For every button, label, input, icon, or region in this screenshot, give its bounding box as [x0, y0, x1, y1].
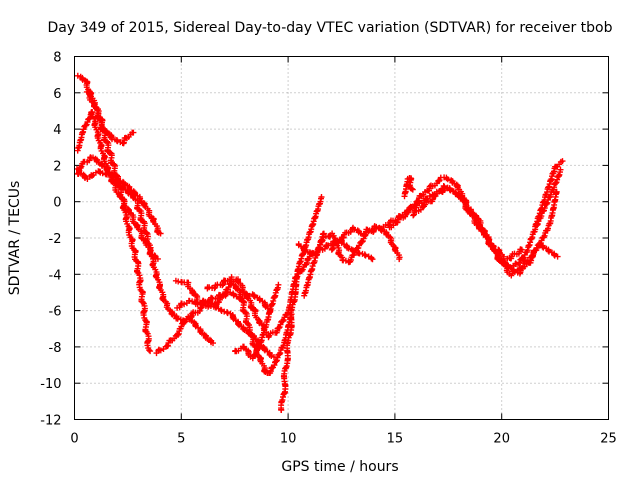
data-series-track-11 — [278, 194, 325, 413]
data-series-track-14 — [301, 230, 327, 299]
data-point-markers — [278, 194, 325, 413]
x-tick-label: 15 — [387, 432, 404, 447]
data-series-track-4 — [74, 165, 164, 237]
data-series-track-17 — [401, 175, 416, 200]
y-tick-label: -2 — [49, 232, 62, 247]
data-point-markers — [301, 230, 327, 299]
data-series-track-20 — [520, 241, 561, 267]
y-tick-label: -12 — [40, 414, 61, 429]
y-axis-label: SDTVAR / TECUs — [7, 181, 23, 296]
y-tick-label: -6 — [49, 305, 62, 320]
data-series-track-10 — [232, 281, 282, 362]
data-point-markers — [204, 274, 295, 376]
data-point-markers — [232, 281, 282, 362]
data-point-markers — [83, 88, 137, 147]
chart-title: Day 349 of 2015, Sidereal Day-to-day VTE… — [47, 20, 612, 36]
axis-ticks: 0 5 10 15 20 25 -12 -10 -8 -6 -4 -2 0 2 4 6 8 — [40, 51, 617, 447]
data-series-track-9 — [204, 274, 295, 376]
x-tick-label: 10 — [280, 432, 297, 447]
plot-border — [74, 56, 609, 420]
data-point-markers — [74, 165, 164, 237]
y-tick-label: 4 — [53, 123, 61, 138]
x-tick-label: 0 — [70, 432, 78, 447]
x-axis-label: GPS time / hours — [281, 459, 398, 475]
y-tick-label: 8 — [53, 51, 61, 66]
data-series — [74, 72, 566, 413]
data-series-track-21 — [532, 158, 566, 230]
x-tick-label: 20 — [493, 432, 510, 447]
y-tick-label: -8 — [49, 341, 62, 356]
x-tick-label: 25 — [600, 432, 617, 447]
x-tick-label: 5 — [177, 432, 185, 447]
data-series-track-5 — [83, 88, 137, 147]
data-point-markers — [520, 241, 561, 267]
data-point-markers — [401, 175, 416, 200]
y-tick-label: 0 — [53, 196, 61, 211]
data-point-markers — [532, 158, 566, 230]
y-tick-label: 2 — [53, 159, 61, 174]
y-tick-label: 6 — [53, 87, 61, 102]
y-tick-label: -4 — [49, 268, 62, 283]
y-tick-label: -10 — [40, 377, 61, 392]
